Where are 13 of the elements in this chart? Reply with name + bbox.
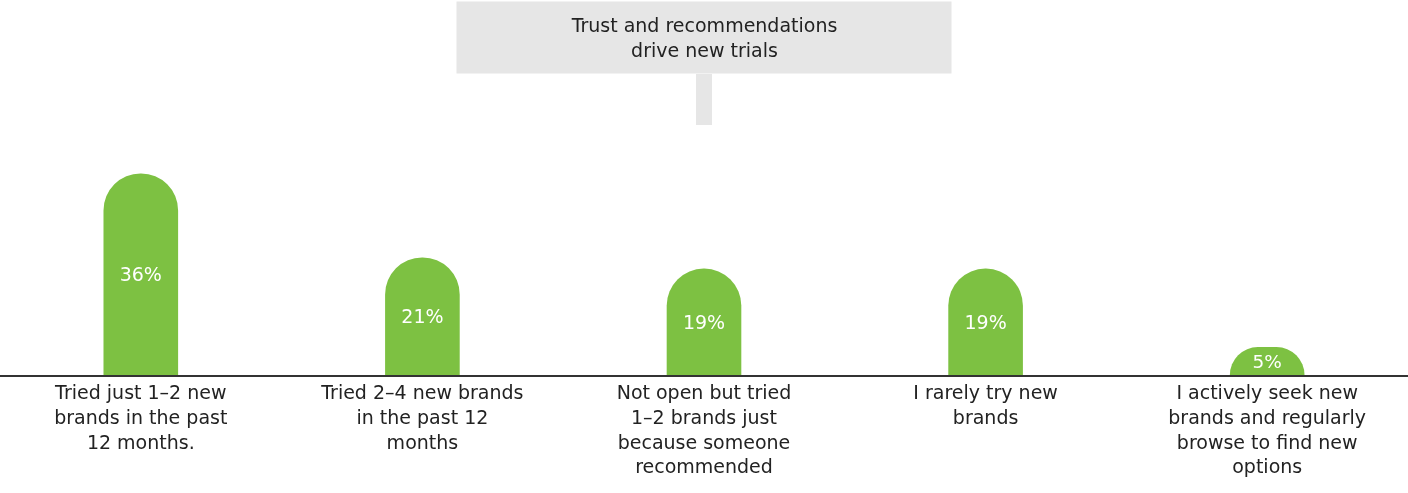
data-label: 21%	[401, 305, 444, 328]
bar	[103, 173, 179, 375]
bar	[385, 257, 460, 375]
data-label: 19%	[682, 310, 726, 333]
data-label: 36%	[119, 263, 162, 286]
x-tick-label: Not open but tried 1–2 brands just because someone recommended	[616, 381, 792, 478]
x-tick-label: I rarely try new brands	[913, 381, 1058, 428]
data-label: 19%	[964, 310, 1007, 333]
data-label: 5%	[1252, 350, 1282, 372]
x-tick-label: Tried 2–4 new brands in the past 12 months	[320, 381, 524, 453]
text: Trust and recommendations drive new trials	[570, 14, 838, 61]
x-tick-label: I actively seek new brands and regularly browse to find new options	[1168, 381, 1367, 478]
x-tick-label: Tried just 1–2 new brands in the past 12 months.	[54, 381, 228, 453]
